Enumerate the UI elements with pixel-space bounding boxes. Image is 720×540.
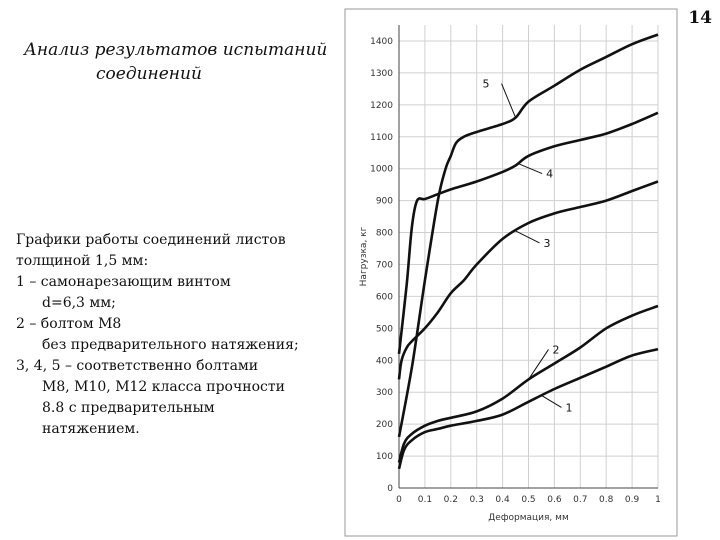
series-leader-3 — [515, 230, 540, 244]
x-tick-label: 0 — [396, 495, 402, 505]
x-tick-label: 0.1 — [418, 495, 432, 505]
caption-line-8: М8, М10, М12 класса прочности — [42, 379, 285, 395]
slide-title: Анализ результатов испытаний соединений — [24, 38, 334, 86]
title-line-2: соединений — [96, 64, 202, 84]
y-tick-label: 800 — [376, 229, 393, 239]
series-line-5 — [397, 33, 659, 438]
y-tick-label: 600 — [376, 292, 393, 302]
y-tick-label: 300 — [376, 388, 393, 398]
y-tick-label: 1400 — [370, 37, 393, 47]
x-tick-label: 0.2 — [444, 495, 458, 505]
y-tick-label: 100 — [376, 452, 393, 462]
figure-caption: Графики работы соединений листов толщино… — [16, 230, 346, 440]
caption-line-4: d=6,3 мм; — [42, 295, 116, 311]
series-line-4 — [397, 111, 659, 355]
y-tick-label: 1100 — [370, 133, 393, 143]
caption-line-3: 1 – самонарезающим винтом — [16, 274, 231, 290]
y-tick-label: 700 — [376, 260, 393, 270]
series-leader-4 — [517, 163, 543, 175]
x-tick-label: 0.3 — [470, 495, 484, 505]
x-tick-label: 1 — [655, 495, 661, 505]
y-tick-label: 400 — [376, 356, 393, 366]
series-label-3: 3 — [544, 237, 551, 250]
series-line-3 — [397, 180, 659, 380]
series-label-2: 2 — [553, 343, 560, 356]
y-tick-label: 200 — [376, 420, 393, 430]
series-label-5: 5 — [483, 78, 490, 91]
series-leader-1 — [541, 394, 562, 408]
slide-number: 14 — [688, 8, 712, 28]
caption-line-10: натяжением. — [42, 421, 140, 437]
x-tick-label: 0.5 — [521, 495, 535, 505]
x-tick-label: 0.6 — [547, 495, 562, 505]
y-tick-label: 1000 — [370, 165, 393, 175]
y-tick-label: 900 — [376, 197, 393, 207]
chart-frame — [344, 8, 678, 537]
caption-line-7: 3, 4, 5 – соответственно болтами — [16, 358, 259, 374]
y-tick-label: 0 — [387, 484, 393, 494]
y-axis-label: Нагрузка, кг — [359, 226, 369, 286]
x-tick-label: 0.8 — [599, 495, 614, 505]
series-label-1: 1 — [565, 401, 572, 414]
y-tick-label: 500 — [376, 324, 393, 334]
caption-line-9: 8.8 с предварительным — [42, 400, 215, 416]
x-axis-label: Деформация, мм — [488, 513, 568, 523]
series-line-1 — [397, 347, 659, 470]
y-tick-label: 1300 — [370, 69, 393, 79]
x-tick-label: 0.4 — [495, 495, 510, 505]
series-leader-5 — [501, 83, 517, 118]
y-tick-label: 1200 — [370, 101, 393, 111]
series-leader-2 — [528, 349, 549, 380]
x-tick-label: 0.9 — [625, 495, 640, 505]
caption-line-5: 2 – болтом М8 — [16, 316, 122, 332]
x-tick-label: 0.7 — [573, 495, 587, 505]
caption-line-6: без предварительного натяжения; — [42, 337, 299, 353]
series-line-2 — [397, 304, 659, 463]
title-line-1: Анализ результатов испытаний — [24, 40, 328, 60]
load-deformation-chart: 0 0.1 0.2 0.3 0.4 0.5 0.6 0.7 0.8 0.9 1 0 100 200 300 4… — [344, 8, 678, 537]
caption-line-2: толщиной 1,5 мм: — [16, 253, 149, 269]
caption-line-1: Графики работы соединений листов — [16, 232, 286, 248]
series-label-4: 4 — [546, 168, 553, 181]
